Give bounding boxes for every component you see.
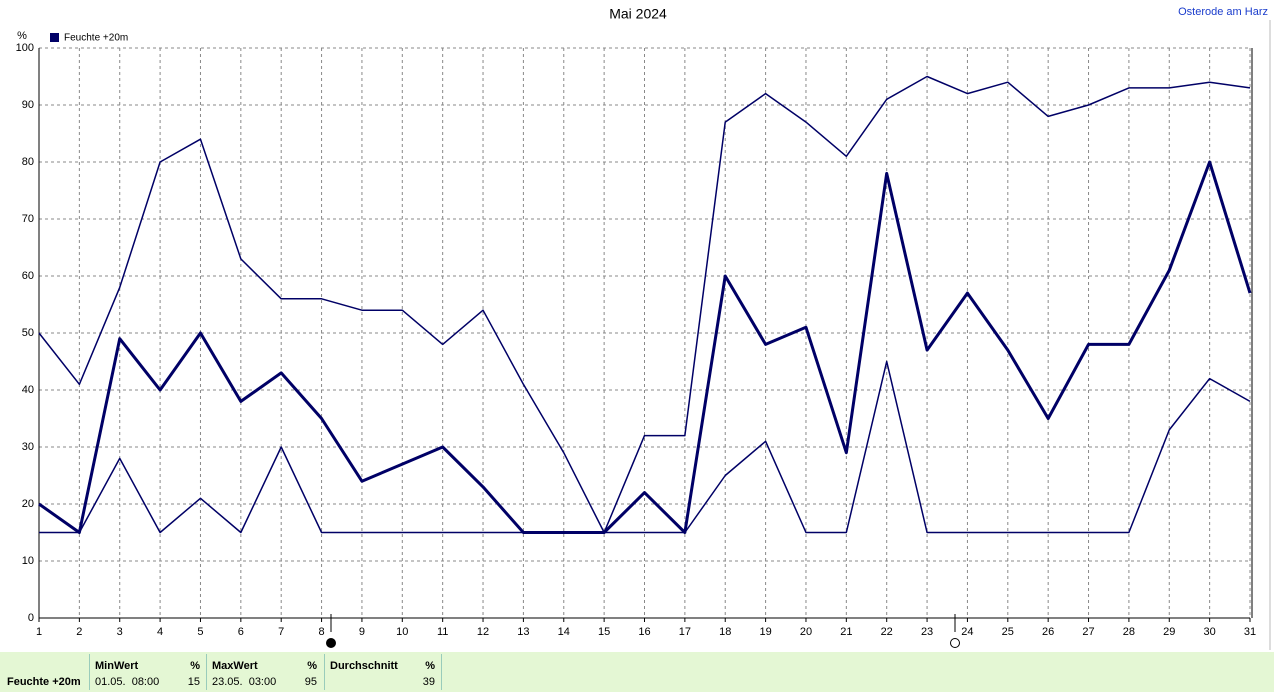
- x-tick-label: 12: [477, 626, 489, 638]
- mean-line: [38, 160, 1252, 534]
- x-tick-label: 17: [679, 626, 691, 638]
- x-tick-label: 25: [1002, 626, 1014, 638]
- x-tick-label: 10: [396, 626, 408, 638]
- moon-full: [950, 638, 960, 648]
- stats-cell: Durchschnitt % 39: [324, 654, 442, 690]
- x-tick-label: 15: [598, 626, 610, 638]
- location: Osterode am Harz: [1178, 6, 1268, 18]
- stats-row-label: Feuchte +20m: [7, 676, 81, 688]
- stats-header: MaxWert: [212, 660, 258, 672]
- min-line: [39, 360, 1251, 534]
- stats-value: 15: [187, 676, 200, 688]
- x-tick-label: 4: [157, 626, 163, 638]
- stats-unit: %: [307, 660, 317, 672]
- x-tick-label: 23: [921, 626, 933, 638]
- stats-panel: Feuchte +20m MinWert % 01.05. 08:00 15 M…: [0, 652, 1274, 692]
- x-tick-label: 18: [719, 626, 731, 638]
- x-tick-label: 30: [1204, 626, 1216, 638]
- x-tick-label: 24: [961, 626, 973, 638]
- stats-header: Durchschnitt: [330, 660, 398, 672]
- x-tick-label: 21: [840, 626, 852, 638]
- y-tick-label: 100: [16, 42, 34, 54]
- y-tick-label: 40: [22, 384, 34, 396]
- y-tick-label: 60: [22, 270, 34, 282]
- x-tick-label: 2: [76, 626, 82, 638]
- x-tick-label: 9: [359, 626, 365, 638]
- stats-time: 23.05. 03:00: [212, 676, 277, 688]
- x-tick-label: 28: [1123, 626, 1135, 638]
- stats-unit: %: [425, 660, 435, 672]
- stats-unit: %: [190, 660, 200, 672]
- x-tick-label: 13: [517, 626, 529, 638]
- stats-time: 01.05. 08:00: [95, 676, 160, 688]
- y-tick-label: 70: [22, 213, 34, 225]
- legend-swatch: [50, 33, 59, 42]
- moon-new: [326, 638, 336, 648]
- y-tick-label: 50: [22, 327, 34, 339]
- x-tick-label: 16: [638, 626, 650, 638]
- stats-value: 95: [304, 676, 317, 688]
- max-line: [38, 75, 1251, 534]
- y-tick-label: 80: [22, 156, 34, 168]
- x-tick-label: 26: [1042, 626, 1054, 638]
- x-tick-label: 6: [238, 626, 244, 638]
- y-tick-label: 0: [28, 612, 34, 624]
- x-tick-label: 11: [437, 626, 448, 638]
- x-tick-label: 3: [117, 626, 123, 638]
- legend-label: Feuchte +20m: [64, 33, 128, 44]
- x-tick-label: 5: [197, 626, 203, 638]
- stats-cell: MaxWert % 23.05. 03:00 95: [206, 654, 323, 690]
- chart: Mai 2024 Osterode am Harz % Feuchte +20m…: [16, 6, 1271, 650]
- chart-title: Mai 2024: [609, 6, 667, 22]
- x-tick-label: 19: [759, 626, 771, 638]
- x-tick-label: 8: [319, 626, 325, 638]
- y-tick-label: 30: [22, 441, 34, 453]
- x-tick-label: 27: [1082, 626, 1094, 638]
- y-unit: %: [17, 30, 27, 42]
- stats-header: MinWert: [95, 660, 139, 672]
- x-tick-label: 31: [1244, 626, 1256, 638]
- x-tick-label: 1: [36, 626, 42, 638]
- stats-value: 39: [422, 676, 435, 688]
- x-tick-label: 7: [278, 626, 284, 638]
- x-tick-label: 29: [1163, 626, 1175, 638]
- y-tick-label: 20: [22, 498, 34, 510]
- y-tick-label: 10: [22, 555, 34, 567]
- y-tick-label: 90: [22, 99, 34, 111]
- x-tick-label: 22: [881, 626, 893, 638]
- x-tick-label: 14: [558, 626, 570, 638]
- stats-cell: MinWert % 01.05. 08:00 15: [89, 654, 206, 690]
- x-tick-label: 20: [800, 626, 812, 638]
